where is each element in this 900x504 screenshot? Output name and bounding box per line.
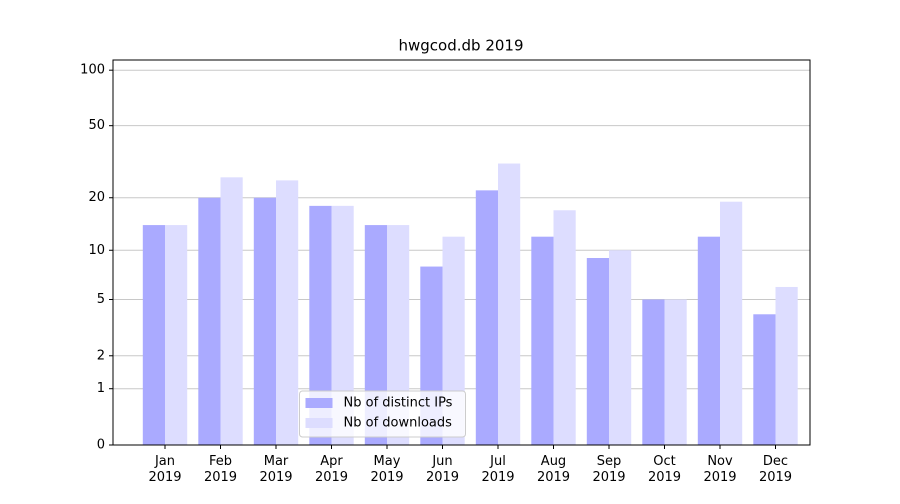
bar <box>142 225 165 445</box>
legend-box <box>299 390 466 438</box>
bar <box>609 250 632 445</box>
x-tick-label: Jul 2019 <box>481 454 514 485</box>
y-tick-label: 0 <box>97 438 105 453</box>
x-tick-label: Feb 2019 <box>204 454 237 485</box>
chart-title: hwgcod.db 2019 <box>399 37 524 55</box>
bar <box>642 299 665 445</box>
bar <box>331 205 354 445</box>
x-tick-label: Jan 2019 <box>148 454 181 485</box>
y-tick-label: 5 <box>97 292 105 307</box>
bar <box>664 299 687 445</box>
x-tick-label: May 2019 <box>370 454 403 485</box>
bar <box>753 314 776 445</box>
axes-frame <box>112 59 811 446</box>
x-tick-label: Oct 2019 <box>648 454 681 485</box>
y-tick-label: 10 <box>88 243 105 258</box>
bar <box>253 197 276 445</box>
x-tick-label: Apr 2019 <box>315 454 348 485</box>
bar <box>775 286 798 445</box>
x-tick-label: Aug 2019 <box>537 454 570 485</box>
x-tick-label: Jun 2019 <box>426 454 459 485</box>
y-tick-label: 1 <box>97 381 105 396</box>
legend-swatch <box>305 398 333 408</box>
bar <box>498 163 521 445</box>
y-tick-label: 50 <box>88 118 105 133</box>
bar <box>586 257 609 445</box>
x-tick-label: Nov 2019 <box>703 454 736 485</box>
bar <box>165 225 188 445</box>
bar <box>720 201 743 445</box>
bar <box>276 180 299 446</box>
y-tick-label: 20 <box>88 190 105 205</box>
x-tick-label: Mar 2019 <box>259 454 292 485</box>
bar <box>531 236 554 445</box>
y-tick-label: 2 <box>97 348 105 363</box>
bar <box>198 197 221 445</box>
legend-swatch <box>305 418 333 428</box>
legend-label: Nb of distinct IPs <box>344 396 453 411</box>
bar <box>309 205 332 445</box>
y-tick-label: 100 <box>80 63 105 78</box>
legend-label: Nb of downloads <box>344 416 453 431</box>
x-tick-label: Dec 2019 <box>759 454 792 485</box>
bar <box>387 225 410 445</box>
bar <box>553 210 576 445</box>
bar <box>697 236 720 445</box>
bar <box>220 177 243 445</box>
bar <box>364 225 387 445</box>
bar <box>475 190 498 445</box>
x-tick-label: Sep 2019 <box>592 454 625 485</box>
